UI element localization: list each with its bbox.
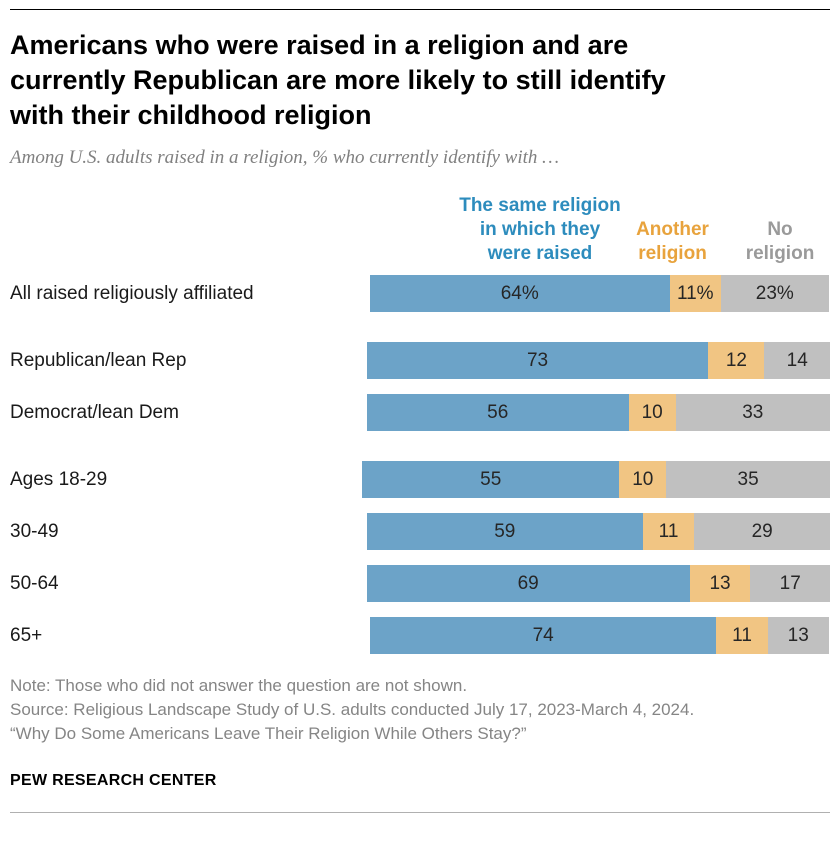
chart-title: Americans who were raised in a religion … xyxy=(10,30,666,131)
stacked-bar: 59 11 29 xyxy=(366,513,830,551)
bar-segment-another-religion: 12 xyxy=(708,342,765,380)
pew-research-center-wordmark: PEW RESEARCH CENTER xyxy=(10,771,217,789)
bar-segment-no-religion: 35 xyxy=(666,461,830,499)
bar-segment-another-religion: 11% xyxy=(669,275,721,313)
chart-row: All raised religiously affiliated 64% 11% 2… xyxy=(10,275,830,313)
bar-segment-same-religion: 74 xyxy=(370,617,717,655)
stacked-bar-chart: The same religion in which they were rai… xyxy=(10,179,830,655)
bar-segment-another-religion: 11 xyxy=(642,513,695,551)
row-label: All raised religiously affiliated xyxy=(10,282,254,304)
bar-segment-another-religion: 13 xyxy=(689,565,751,603)
chart-row: Ages 18-29 55 10 35 xyxy=(10,461,830,499)
chart-legend: The same religion in which they were rai… xyxy=(370,179,830,271)
row-label: Democrat/lean Dem xyxy=(10,401,179,423)
bar-segment-same-religion: 56 xyxy=(366,394,629,432)
bar-segment-no-religion: 14 xyxy=(764,342,830,380)
chart-subtitle: Among U.S. adults raised in a religion, … xyxy=(10,147,560,169)
row-label: 30-49 xyxy=(10,520,59,542)
legend-same-religion: The same religion in which they were rai… xyxy=(459,195,621,264)
row-label: 50-64 xyxy=(10,572,59,594)
top-rule xyxy=(10,9,830,10)
bar-segment-no-religion: 13 xyxy=(767,617,829,655)
page: Americans who were raised in a religion … xyxy=(0,9,840,813)
chart-row: Democrat/lean Dem 56 10 33 xyxy=(10,394,830,432)
chart-row: 65+ 74 11 13 xyxy=(10,617,830,655)
chart-row: 50-64 69 13 17 xyxy=(10,565,830,603)
bar-segment-another-religion: 10 xyxy=(628,394,676,432)
bar-segment-same-religion: 59 xyxy=(366,513,643,551)
row-label: 65+ xyxy=(10,624,43,646)
report-title-line: “Why Do Some Americans Leave Their Relig… xyxy=(10,723,527,743)
stacked-bar: 64% 11% 23% xyxy=(370,275,829,313)
source-line: Source: Religious Landscape Study of U.S… xyxy=(10,700,695,720)
stacked-bar: 69 13 17 xyxy=(366,565,830,603)
bottom-rule xyxy=(10,811,830,813)
bar-segment-no-religion: 29 xyxy=(694,513,830,551)
chart-row: Republican/lean Rep 73 12 14 xyxy=(10,342,830,380)
bar-segment-another-religion: 10 xyxy=(619,461,667,499)
note-line: Note: Those who did not answer the quest… xyxy=(10,676,468,696)
bar-segment-same-religion: 64% xyxy=(370,275,670,313)
bar-segment-no-religion: 17 xyxy=(750,565,830,603)
chart-row: 30-49 59 11 29 xyxy=(10,513,830,551)
bar-segment-no-religion: 23% xyxy=(720,275,829,313)
stacked-bar: 55 10 35 xyxy=(362,461,830,499)
stacked-bar: 73 12 14 xyxy=(366,342,830,380)
bar-segment-same-religion: 73 xyxy=(366,342,709,380)
bar-segment-no-religion: 33 xyxy=(675,394,830,432)
chart-rows: All raised religiously affiliated 64% 11% 2… xyxy=(10,275,830,655)
stacked-bar: 56 10 33 xyxy=(366,394,830,432)
row-label: Ages 18-29 xyxy=(10,468,108,490)
legend-no-religion: No religion xyxy=(745,218,815,264)
bar-segment-same-religion: 55 xyxy=(362,461,620,499)
row-label: Republican/lean Rep xyxy=(10,349,187,371)
stacked-bar: 74 11 13 xyxy=(370,617,829,655)
bar-segment-same-religion: 69 xyxy=(366,565,690,603)
legend-another-religion: Another religion xyxy=(636,218,709,264)
chart-notes: Note: Those who did not answer the quest… xyxy=(10,674,830,745)
bar-segment-another-religion: 11 xyxy=(716,617,768,655)
